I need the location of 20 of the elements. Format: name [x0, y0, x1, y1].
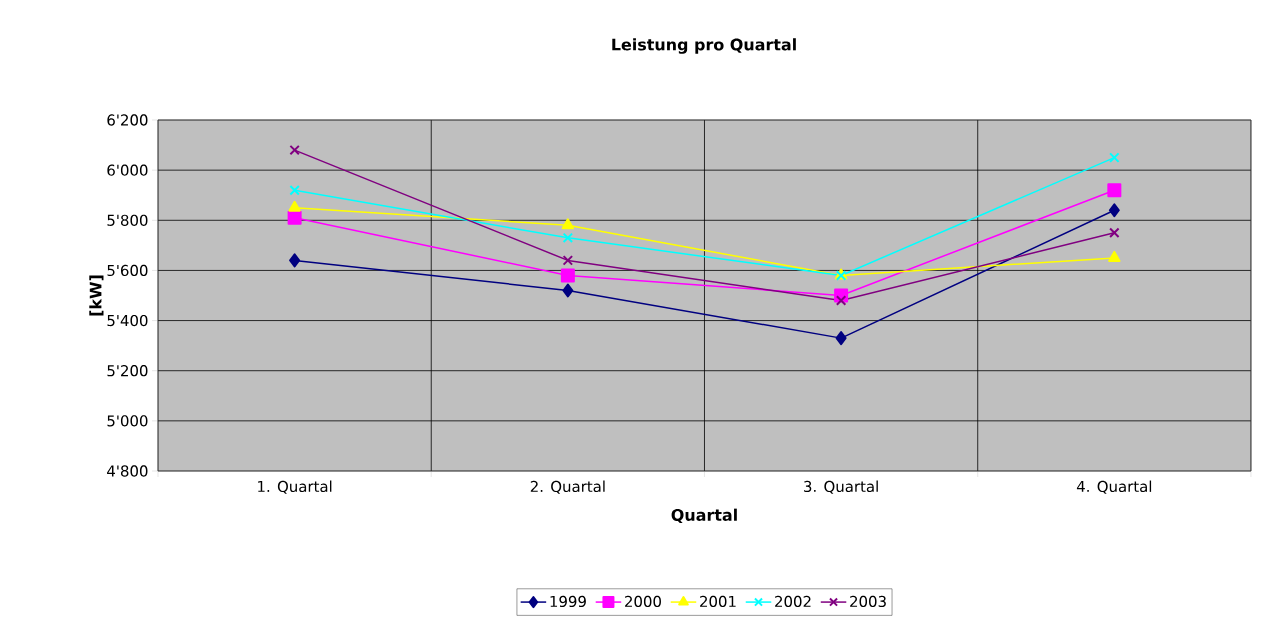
y-tick-label: 6'000: [107, 164, 148, 176]
y-tick-label: 5'200: [107, 365, 148, 377]
legend-label: 2000: [625, 595, 661, 608]
y-tick-label: 5'600: [107, 264, 148, 277]
y-tick-label: 5'800: [107, 214, 148, 226]
legend-label: 2003: [850, 595, 886, 608]
x-tick-label: 2. Quartal: [530, 480, 605, 494]
y-tick-label: 5'000: [107, 415, 148, 427]
x-tick-label: 3. Quartal: [804, 480, 878, 494]
y-tick-label: 4'800: [107, 465, 148, 477]
x-tick-label: 4. Quartal: [1076, 480, 1152, 494]
x-axis-title: Quartal: [671, 508, 737, 524]
x-tick-label: 1. Quartal: [258, 480, 332, 494]
legend-label: 1999: [550, 595, 586, 608]
y-tick-label: 5'400: [107, 314, 148, 327]
legend-label: 2002: [775, 595, 811, 608]
y-tick-label: 6'200: [107, 114, 148, 126]
legend-label: 2001: [700, 595, 736, 608]
chart-title: Leistung pro Quartal: [612, 38, 796, 54]
y-axis-title: [kW]: [89, 275, 104, 316]
